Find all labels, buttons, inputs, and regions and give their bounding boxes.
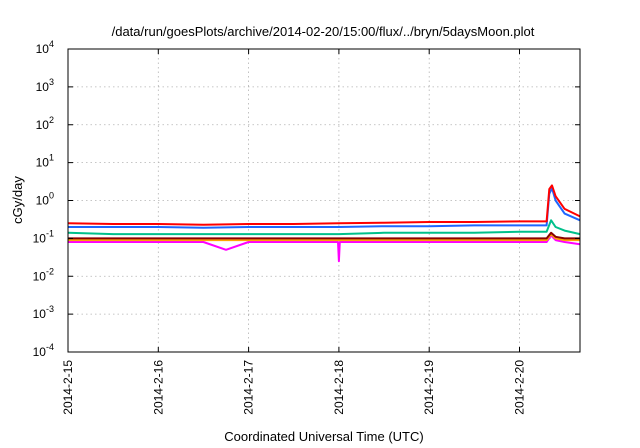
y-tick-label: 100 — [36, 191, 54, 208]
series-line-2 — [68, 233, 580, 242]
x-tick-label: 2014-2-19 — [422, 360, 436, 415]
chart-title: /data/run/goesPlots/archive/2014-02-20/1… — [112, 24, 535, 39]
y-tick-label: 10-2 — [33, 266, 54, 283]
y-tick-label: 10-1 — [33, 228, 54, 245]
x-tick-label: 2014-2-16 — [151, 360, 165, 415]
x-tick-label: 2014-2-17 — [242, 360, 256, 415]
x-tick-label: 2014-2-18 — [332, 360, 346, 415]
series-group — [67, 184, 581, 263]
y-tick-label: 104 — [36, 39, 54, 56]
series-line-5 — [68, 187, 581, 229]
x-axis: 2014-2-15 2014-2-16 2014-2-17 2014-2-18 2014… — [61, 49, 526, 415]
grid — [67, 49, 580, 352]
y-tick-label: 10-4 — [33, 342, 54, 359]
series-line-4 — [67, 219, 581, 236]
x-tick-label: 2014-2-15 — [61, 360, 75, 415]
series-line-6 — [67, 184, 581, 226]
x-axis-label: Coordinated Universal Time (UTC) — [224, 429, 423, 444]
y-tick-label: 103 — [36, 77, 54, 94]
y-tick-label: 10-3 — [33, 304, 54, 321]
y-tick-label: 101 — [36, 153, 54, 170]
x-tick-label: 2014-2-20 — [512, 360, 526, 415]
y-axis-label: cGy/day — [10, 176, 25, 224]
series-line-3 — [68, 231, 580, 240]
y-axis: 10-4 10-3 10-2 10-1 100 101 102 103 104 — [33, 39, 580, 359]
y-tick-label: 102 — [36, 115, 54, 132]
